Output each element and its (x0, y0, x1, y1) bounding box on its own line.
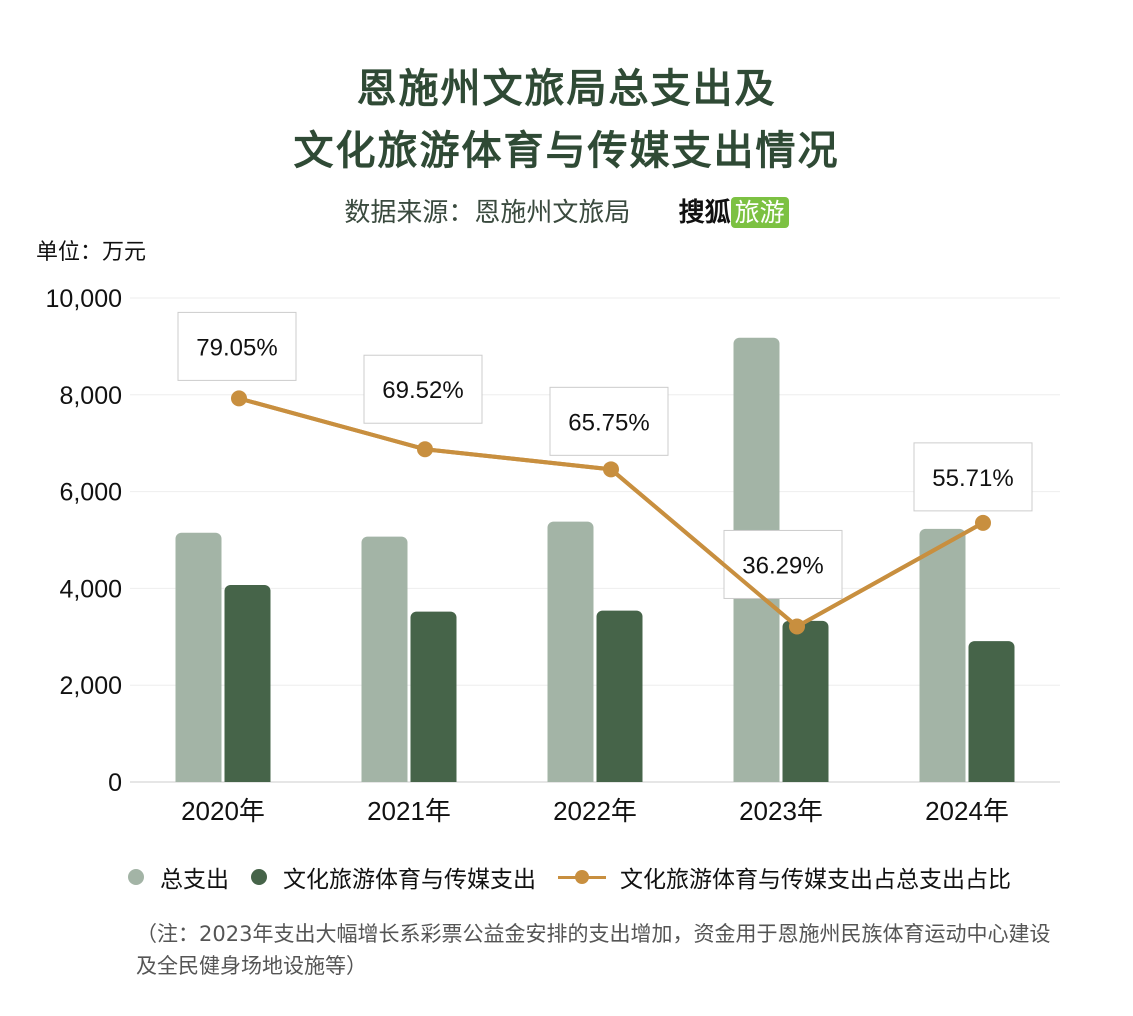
legend-item-ratio: 文化旅游体育与传媒支出占总支出占比 (558, 860, 1011, 894)
ratio-data-label: 55.71% (932, 465, 1013, 492)
legend-label-culture: 文化旅游体育与传媒支出 (283, 867, 536, 893)
chart-title-line2: 文化旅游体育与传媒支出情况 (293, 128, 840, 174)
chart-title-line1: 恩施州文旅局总支出及 (356, 66, 777, 112)
bar-total (175, 532, 222, 782)
bar-culture (596, 610, 643, 782)
brand-tag: 旅游 (730, 197, 789, 228)
legend-label-ratio: 文化旅游体育与传媒支出占总支出占比 (620, 867, 1011, 893)
x-tick-label: 2024年 (925, 796, 1009, 826)
ratio-label-box (363, 354, 483, 424)
bar-total-base (547, 774, 594, 782)
legend-label-total: 总支出 (160, 867, 229, 893)
source-line: 数据来源：恩施州文旅局 搜狐 旅游 (0, 192, 1133, 229)
source-text: 数据来源：恩施州文旅局 (344, 198, 631, 228)
ratio-point (975, 514, 991, 531)
bar-total (361, 536, 408, 782)
brand-name: 搜狐 (678, 198, 731, 228)
legend-swatch-total (128, 869, 144, 885)
ratio-point (417, 441, 433, 458)
bar-total-base (361, 774, 408, 782)
bar-culture-base (968, 774, 1015, 782)
legend-item-culture: 文化旅游体育与传媒支出 (251, 860, 536, 894)
y-tick-label: 2,000 (59, 672, 122, 700)
x-tick-label: 2020年 (181, 796, 265, 826)
ratio-point (231, 390, 247, 407)
legend-swatch-ratio (558, 869, 606, 885)
bar-total-base (733, 774, 780, 782)
ratio-data-label: 79.05% (196, 334, 277, 361)
bar-culture-base (410, 774, 457, 782)
bar-total-base (919, 774, 966, 782)
x-tick-label: 2023年 (739, 796, 823, 826)
ratio-label-box (177, 311, 297, 381)
bar-total (547, 521, 594, 782)
bar-culture (968, 641, 1015, 782)
x-tick-label: 2021年 (367, 796, 451, 826)
ratio-data-label: 36.29% (742, 552, 823, 579)
footnote: （注：2023年支出大幅增长系彩票公益金安排的支出增加，资金用于恩施州民族体育运… (136, 922, 1051, 978)
chart-area: 0 2,000 4,000 6,000 8,000 10,000 2020年 2021年 202… (46, 285, 1060, 826)
y-tick-label: 4,000 (59, 575, 122, 603)
bar-culture-base (596, 774, 643, 782)
unit-label: 单位：万元 (36, 240, 147, 265)
ratio-label-box (549, 386, 669, 456)
y-tick-label: 10,000 (46, 285, 122, 313)
bar-culture (782, 620, 829, 782)
ratio-point (603, 461, 619, 478)
bar-total (919, 528, 966, 782)
legend: 总支出 文化旅游体育与传媒支出 文化旅游体育与传媒支出占总支出占比 (128, 860, 1033, 894)
bar-culture-base (782, 774, 829, 782)
ratio-data-label: 65.75% (568, 409, 649, 436)
bar-culture (410, 611, 457, 782)
bar-total-base (175, 774, 222, 782)
y-tick-label: 6,000 (59, 479, 122, 507)
ratio-data-label: 69.52% (382, 377, 463, 404)
legend-swatch-culture (251, 869, 267, 885)
bar-culture (224, 585, 271, 782)
y-tick-label: 8,000 (59, 382, 122, 410)
bar-culture-base (224, 774, 271, 782)
y-tick-label: 0 (108, 769, 122, 797)
ratio-label-box (913, 442, 1033, 512)
ratio-point (789, 618, 805, 635)
legend-item-total: 总支出 (128, 860, 229, 894)
x-tick-label: 2022年 (553, 796, 637, 826)
